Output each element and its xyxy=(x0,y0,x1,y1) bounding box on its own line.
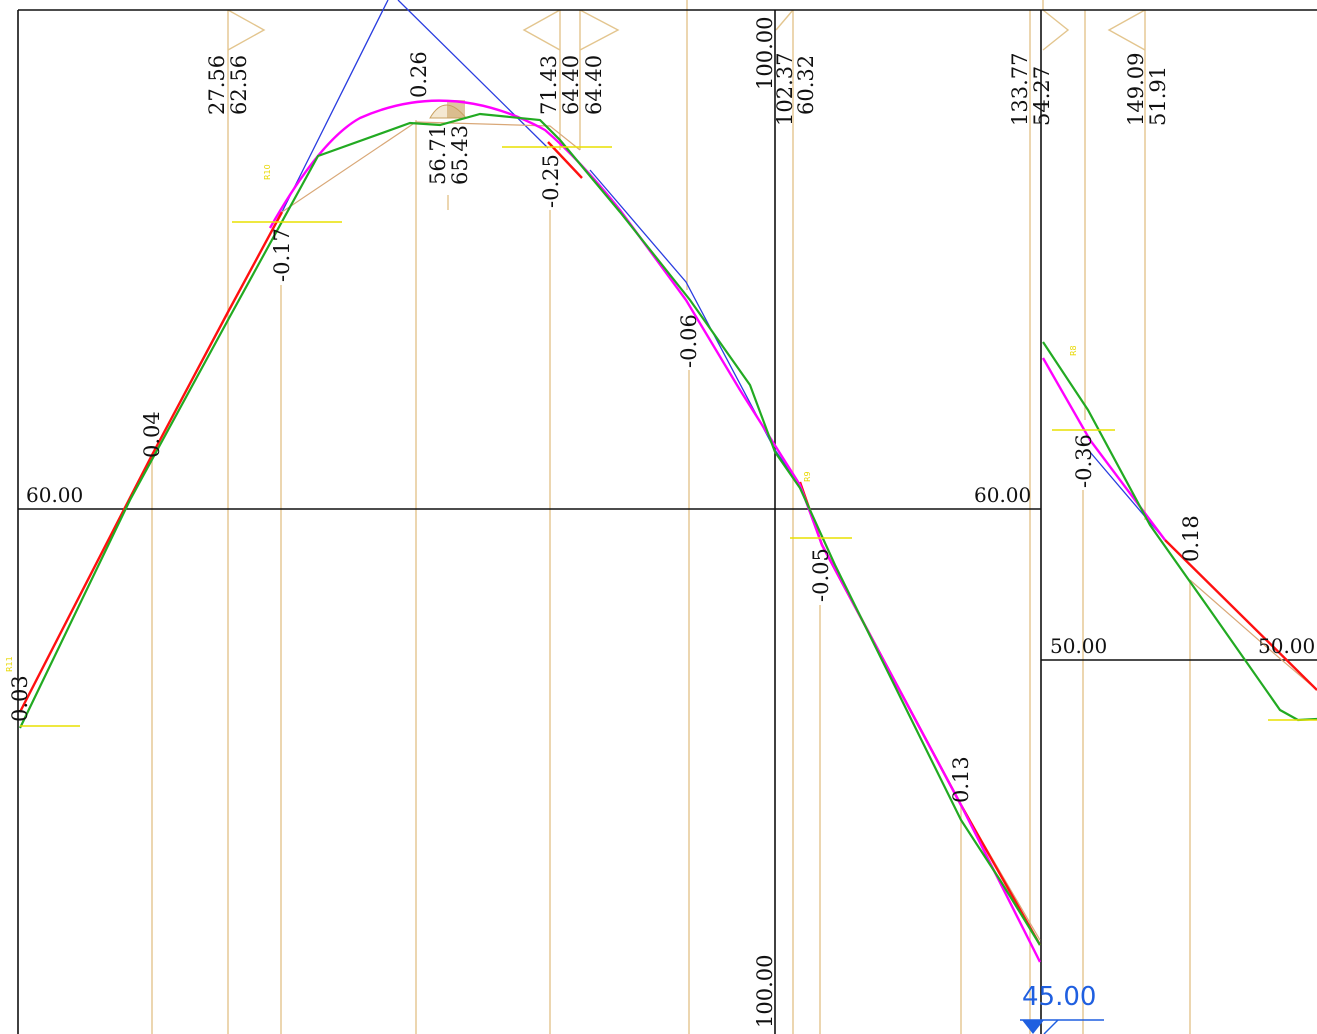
station-flag xyxy=(775,9,794,31)
grade-line xyxy=(1164,539,1317,691)
station-label: 60.32 xyxy=(794,55,818,115)
tangent-line xyxy=(397,0,549,149)
ground-line xyxy=(19,112,1041,946)
elevation-marker-triangle-icon xyxy=(1022,1020,1044,1034)
grade-line xyxy=(547,141,583,179)
station-label: 102.37 xyxy=(773,53,797,126)
station-label: 56.71 xyxy=(426,125,450,185)
grade-label: -0.06 xyxy=(677,314,701,368)
station-flags xyxy=(227,9,1146,51)
station-flag xyxy=(1107,9,1146,51)
grade-line xyxy=(798,481,1042,946)
elevation-label-100-bottom: 100.00 xyxy=(753,955,777,1028)
elevation-label-60-mid: 60.00 xyxy=(974,483,1031,507)
design-profile xyxy=(268,99,1166,963)
chord-line xyxy=(1189,579,1317,691)
grade-label: -0.17 xyxy=(270,228,294,282)
tangent-line xyxy=(589,169,801,486)
chord-lines xyxy=(281,121,1317,941)
marker-tag: R8 xyxy=(1069,345,1078,356)
station-label: 64.40 xyxy=(582,55,606,115)
marker-tag: R9 xyxy=(803,471,812,482)
crest-hatch xyxy=(447,100,465,118)
station-label: 27.56 xyxy=(205,55,229,115)
elevation-label-50-a: 50.00 xyxy=(1050,634,1107,658)
grade-label: 0.03 xyxy=(8,675,32,722)
station-label: 133.77 xyxy=(1008,53,1032,126)
marker-tag: R10 xyxy=(263,164,272,180)
tangent-line xyxy=(1089,451,1166,541)
station-labels: 27.56 62.56 0.26 56.71 65.43 71.43 64.40… xyxy=(205,17,1170,185)
station-guide-lines xyxy=(151,0,1191,1034)
elevation-label-60-left: 60.00 xyxy=(26,483,83,507)
station-flag xyxy=(227,9,266,51)
station-label: 100.00 xyxy=(753,17,777,90)
grade-line xyxy=(18,211,284,713)
grade-label: 0.13 xyxy=(949,756,973,803)
elevation-label-50-b: 50.00 xyxy=(1258,634,1315,658)
elevation-marker-value: 45.00 xyxy=(1022,982,1096,1012)
station-label: 0.26 xyxy=(407,51,431,98)
existing-ground xyxy=(19,112,1317,946)
station-label: 51.91 xyxy=(1146,66,1170,126)
station-flag xyxy=(1042,9,1070,51)
station-label: 65.43 xyxy=(448,125,472,185)
elevation-marker[interactable]: 45.00 xyxy=(1020,982,1104,1034)
marker-tag: R11 xyxy=(5,656,14,672)
grade-label: -0.05 xyxy=(809,548,833,602)
profile-curve xyxy=(268,99,1042,963)
marker-tag-labels: R10 R9 R8 R11 xyxy=(5,164,1078,672)
grade-label: 0.18 xyxy=(1179,515,1203,562)
station-flag xyxy=(522,9,561,51)
station-label: 71.43 xyxy=(537,55,561,115)
station-label: 64.40 xyxy=(559,55,583,115)
yellow-markers xyxy=(20,146,1317,727)
chord-line xyxy=(281,121,581,213)
frame-lines xyxy=(17,9,1317,1034)
elevation-labels: 60.00 60.00 50.00 50.00 100.00 xyxy=(26,483,1315,1028)
station-label: 149.09 xyxy=(1124,53,1148,126)
tangent-lines xyxy=(281,0,1166,541)
grade-label: -0.36 xyxy=(1072,434,1096,488)
grade-labels: 0.03 0.04 -0.17 -0.25 -0.06 -0.05 0.13 -… xyxy=(8,154,1203,803)
tangent-line xyxy=(281,0,389,213)
grade-label: -0.25 xyxy=(539,154,563,208)
elevation-marker-tick xyxy=(1043,1019,1059,1034)
station-label: 54.27 xyxy=(1030,66,1054,126)
grade-label: 0.04 xyxy=(140,411,164,458)
profile-curve xyxy=(1041,357,1166,541)
station-flag xyxy=(579,9,620,51)
station-label: 62.56 xyxy=(227,55,251,115)
